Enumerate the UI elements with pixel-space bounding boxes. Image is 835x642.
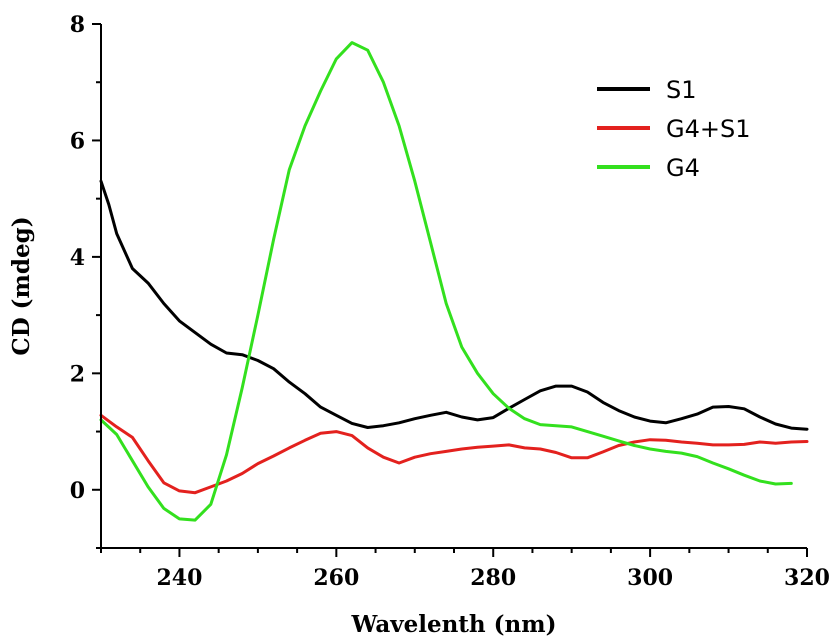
axes-layer <box>100 24 807 549</box>
legend-label: G4 <box>666 154 700 182</box>
x-tick-label: 240 <box>156 565 202 591</box>
y-axis-label: CD (mdeg) <box>8 216 35 355</box>
x-tick-label: 260 <box>313 565 359 591</box>
x-tick-label: 320 <box>784 565 830 591</box>
y-tick-label: 0 <box>70 478 85 504</box>
legend: S1 G4+S1 G4 <box>597 76 750 182</box>
series-layer <box>99 41 809 522</box>
x-tick-label: 280 <box>470 565 516 591</box>
series-line-3 <box>99 41 793 522</box>
x-axis-label: Wavelenth (nm) <box>350 611 556 638</box>
x-ticks: 240 260 280 300 320 <box>100 548 830 591</box>
legend-label: S1 <box>666 76 697 104</box>
y-tick-label: 6 <box>70 128 85 154</box>
series-line-1 <box>99 179 809 431</box>
x-tick-label: 300 <box>627 565 673 591</box>
y-ticks: 0 2 4 6 8 <box>70 12 101 549</box>
y-tick-label: 8 <box>70 12 85 38</box>
y-tick-label: 2 <box>70 361 85 387</box>
legend-label: G4+S1 <box>666 115 750 143</box>
series-line-2 <box>99 413 809 495</box>
y-tick-label: 4 <box>70 245 85 271</box>
